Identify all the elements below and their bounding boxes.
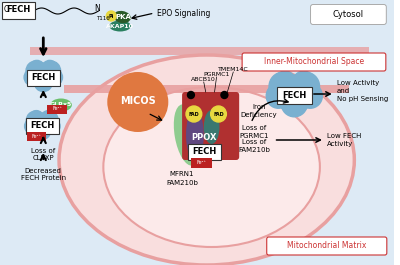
Text: FECH: FECH [192,147,217,156]
Bar [64,89,350,93]
Text: TMEM14C: TMEM14C [218,67,249,72]
Text: FECH: FECH [30,121,54,130]
Text: Fe²⁺: Fe²⁺ [197,160,207,165]
Circle shape [26,111,44,129]
Circle shape [30,63,56,89]
Circle shape [188,91,194,99]
Text: Low FECH
Activity: Low FECH Activity [327,133,361,147]
Bar [30,51,369,55]
FancyBboxPatch shape [27,131,46,140]
Circle shape [276,75,313,113]
Text: Pi: Pi [108,14,114,19]
Text: AKAP10: AKAP10 [106,24,134,29]
Circle shape [274,71,296,94]
Circle shape [41,111,55,125]
FancyBboxPatch shape [26,117,58,134]
Circle shape [29,111,44,125]
Text: FAM210b: FAM210b [166,180,198,186]
Text: Fe²⁺: Fe²⁺ [52,107,62,112]
Circle shape [269,72,297,101]
Circle shape [186,106,202,122]
Ellipse shape [50,99,72,112]
Text: T116: T116 [96,15,110,20]
Text: Loss of
FAM210b: Loss of FAM210b [238,139,270,153]
Circle shape [30,113,54,137]
Ellipse shape [103,87,320,247]
Circle shape [106,11,116,21]
Text: Fe²⁺: Fe²⁺ [31,134,42,139]
Circle shape [281,90,307,117]
Text: Loss of
PGRMC1: Loss of PGRMC1 [239,125,269,139]
Circle shape [41,61,60,81]
Ellipse shape [109,20,131,32]
Circle shape [34,73,52,92]
FancyBboxPatch shape [188,144,221,160]
Bar [64,85,350,89]
Ellipse shape [107,72,168,132]
Text: GLRx5: GLRx5 [50,103,72,108]
FancyBboxPatch shape [27,69,60,86]
Text: Loss of
CLPXP: Loss of CLPXP [31,148,56,161]
Circle shape [292,72,320,101]
FancyBboxPatch shape [192,157,212,167]
Bar [30,47,369,51]
Circle shape [266,83,290,108]
Text: MFRN1: MFRN1 [170,171,194,177]
Circle shape [29,60,44,76]
FancyBboxPatch shape [47,104,68,113]
Circle shape [46,69,62,86]
Text: FECH: FECH [6,6,31,15]
Circle shape [25,118,40,134]
Text: EPO Signaling: EPO Signaling [158,8,211,17]
Circle shape [292,71,315,94]
Text: FAD: FAD [188,112,199,117]
FancyBboxPatch shape [2,2,35,19]
Text: PKA: PKA [115,14,131,20]
Text: FECH: FECH [31,73,56,82]
Text: Cytosol: Cytosol [333,10,364,19]
Text: C: C [3,6,8,15]
FancyBboxPatch shape [267,237,387,255]
Ellipse shape [186,109,204,161]
Ellipse shape [59,55,354,265]
Text: Decreased
FECH Protein: Decreased FECH Protein [21,168,66,182]
Circle shape [211,106,226,122]
Text: Inner-Mitochondrial Space: Inner-Mitochondrial Space [264,58,364,67]
Circle shape [34,123,50,139]
FancyBboxPatch shape [182,92,239,160]
Text: FAD: FAD [213,112,224,117]
Text: N: N [94,4,100,13]
Text: FECH: FECH [282,91,306,99]
Text: PGRMC1: PGRMC1 [203,72,230,77]
Circle shape [40,111,58,129]
FancyBboxPatch shape [277,86,312,104]
Text: Iron
Deficiency: Iron Deficiency [240,104,277,118]
Text: Low Activity
and
No pH Sensing: Low Activity and No pH Sensing [337,80,388,102]
Circle shape [221,91,228,99]
Circle shape [45,118,60,134]
FancyBboxPatch shape [242,53,386,71]
Text: PPOX: PPOX [191,132,216,142]
Circle shape [298,83,322,108]
Text: Mitochondrial Matrix: Mitochondrial Matrix [287,241,366,250]
Ellipse shape [113,11,131,23]
Text: ABCB10: ABCB10 [191,77,216,82]
Ellipse shape [174,104,200,166]
Circle shape [24,69,41,86]
Circle shape [42,60,57,76]
Bar [0,0,394,50]
Ellipse shape [204,110,220,144]
Circle shape [26,61,45,81]
FancyBboxPatch shape [310,5,386,24]
Text: MICOS: MICOS [120,96,156,106]
